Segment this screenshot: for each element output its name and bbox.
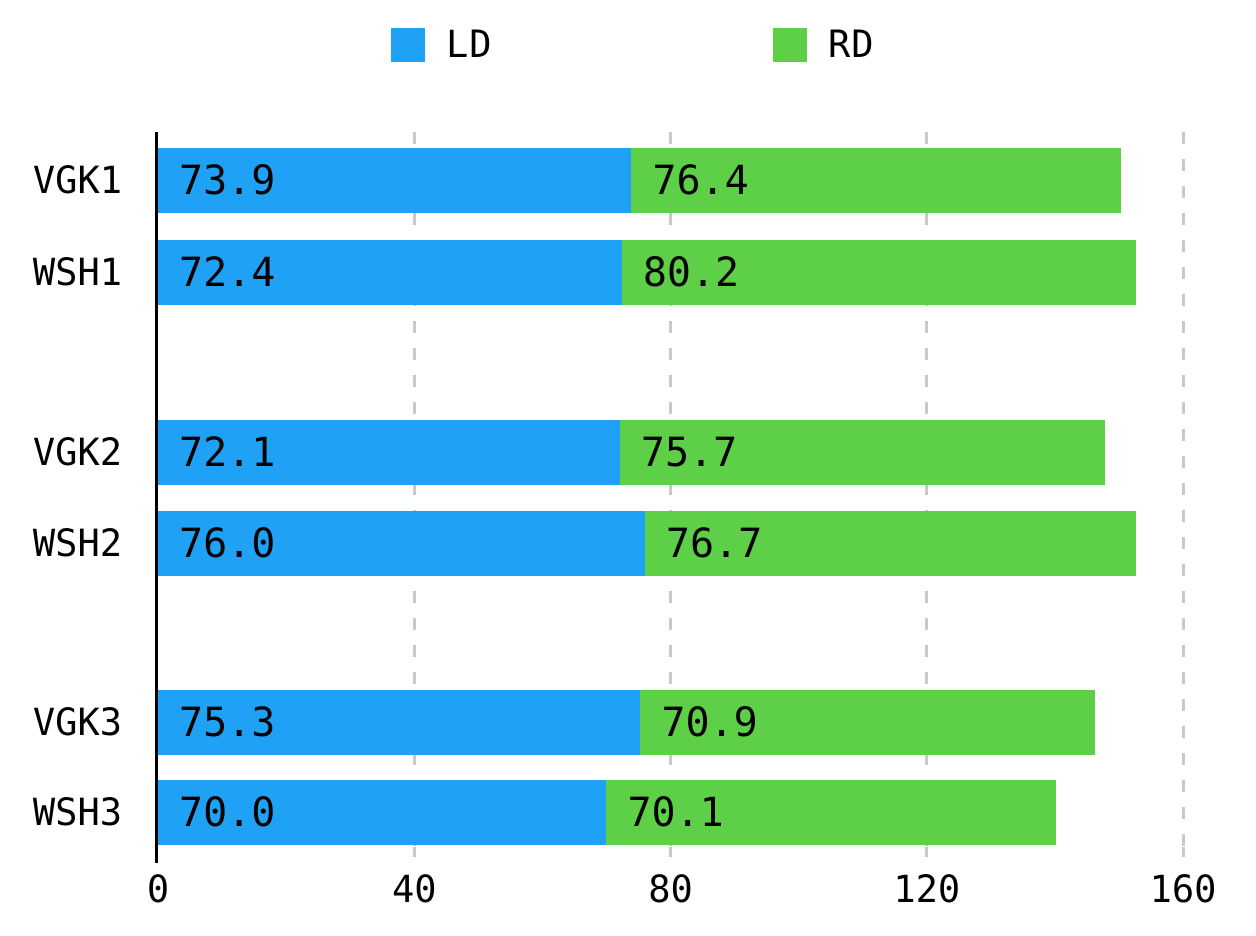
rd-legend-label: RD: [828, 23, 875, 66]
gridline-80: [669, 132, 672, 855]
value-label-vgk3-rd: 70.9: [661, 699, 758, 746]
value-label-wsh2-ld: 76.0: [179, 520, 276, 567]
category-label-vgk3: VGK3: [32, 701, 122, 744]
category-label-vgk2: VGK2: [32, 431, 122, 474]
bar-vgk2-rd: 75.7: [619, 420, 1105, 485]
value-label-wsh2-rd: 76.7: [665, 520, 763, 567]
bar-wsh3-ld: 70.0: [158, 780, 607, 845]
ld-legend-swatch: [391, 28, 425, 62]
rd-legend-swatch: [773, 28, 807, 62]
x-tick-label-80: 80: [648, 868, 693, 911]
x-tick-label-120: 120: [893, 868, 961, 911]
category-label-wsh3: WSH3: [32, 791, 122, 834]
category-label-wsh1: WSH1: [32, 251, 122, 294]
bar-vgk1-rd: 76.4: [631, 148, 1121, 213]
value-label-wsh3-ld: 70.0: [179, 789, 276, 836]
bar-wsh2-ld: 76.0: [158, 511, 645, 576]
y-axis-line: [155, 132, 158, 863]
bar-wsh1-ld: 72.4: [158, 240, 622, 305]
x-tick-label-0: 0: [146, 868, 170, 911]
value-label-vgk1-rd: 76.4: [652, 157, 749, 204]
value-label-wsh1-ld: 72.4: [179, 249, 276, 296]
bar-vgk1-ld: 73.9: [158, 148, 632, 213]
bar-vgk3-ld: 75.3: [158, 690, 641, 755]
value-label-wsh1-rd: 80.2: [642, 249, 740, 296]
category-label-wsh2: WSH2: [32, 522, 122, 565]
bar-wsh2-rd: 76.7: [644, 511, 1137, 576]
x-tick-mark-80: [669, 847, 672, 857]
gridline-160: [1181, 132, 1185, 855]
x-tick-mark-40: [412, 847, 416, 857]
x-tick-mark-120: [925, 847, 929, 857]
bar-wsh1-rd: 80.2: [621, 240, 1136, 305]
bar-vgk2-ld: 72.1: [158, 420, 620, 485]
value-label-vgk2-ld: 72.1: [179, 429, 276, 476]
value-label-vgk3-ld: 75.3: [179, 699, 276, 746]
gridline-40: [412, 132, 416, 855]
legend-item-ld: LD: [391, 26, 493, 64]
x-tick-mark-160: [1181, 847, 1185, 857]
bar-wsh3-rd: 70.1: [606, 780, 1056, 845]
value-label-wsh3-rd: 70.1: [627, 789, 724, 836]
value-label-vgk1-ld: 73.9: [179, 157, 276, 204]
gridline-120: [925, 132, 929, 855]
category-label-vgk1: VGK1: [32, 159, 122, 202]
x-tick-label-160: 160: [1149, 868, 1217, 911]
legend-item-rd: RD: [773, 26, 875, 64]
bar-vgk3-rd: 70.9: [640, 690, 1095, 755]
value-label-vgk2-rd: 75.7: [640, 429, 738, 476]
ld-legend-label: LD: [446, 23, 493, 66]
x-tick-label-40: 40: [391, 868, 437, 911]
